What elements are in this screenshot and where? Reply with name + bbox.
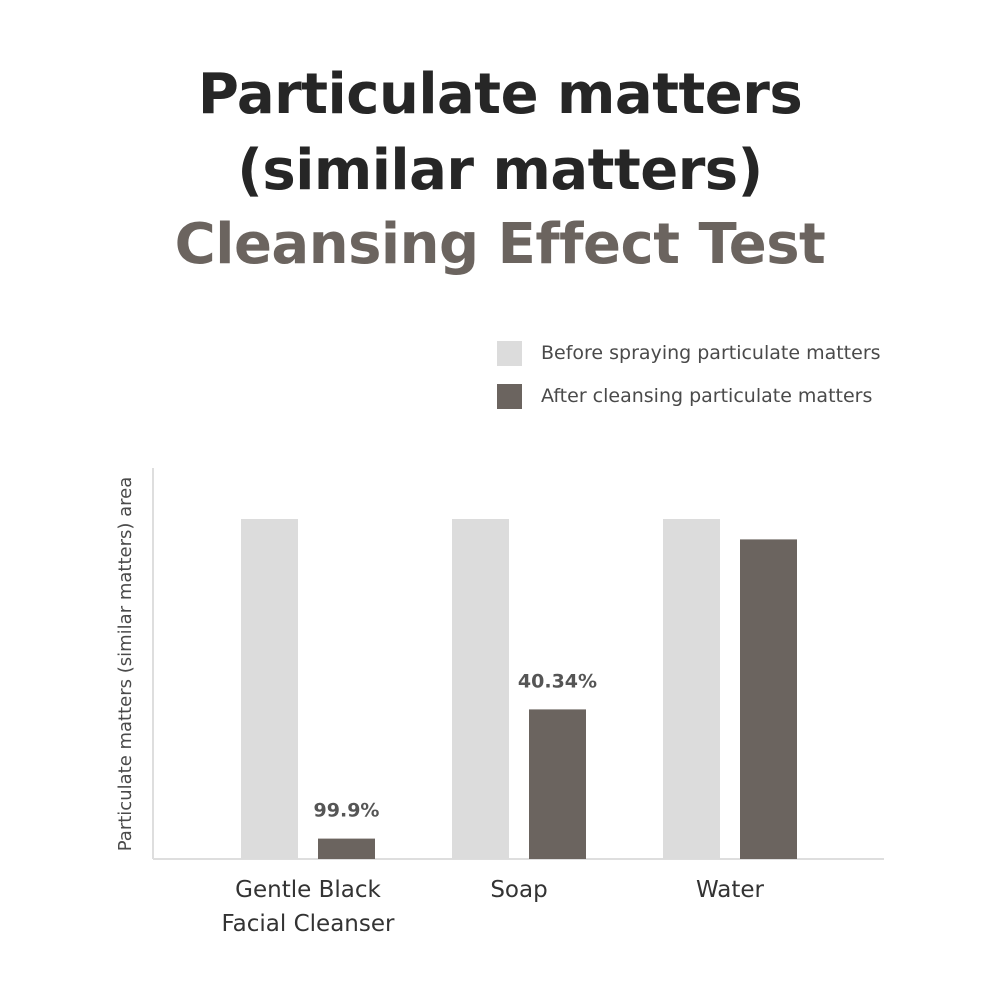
legend-swatch-before [497,340,522,366]
chart-title-line-1: Particulate matters [197,62,803,127]
chart-title-line-3: Cleansing Effect Test [174,212,826,277]
bar-before-1 [452,519,509,859]
bar-after-1 [529,709,586,859]
y-axis-label: Particulate matters (similar matters) ar… [115,477,136,851]
bar-before-0 [241,519,298,859]
legend-item-after: After cleansing particulate matters [497,383,872,409]
chart-title-line-2: (similar matters) [237,138,763,203]
data-label-0: 99.9% [314,800,380,822]
category-label-1: Soap [490,877,547,903]
category-label-0: Gentle Black Facial Cleanser [222,877,395,937]
legend-item-before: Before spraying particulate matters [497,340,881,366]
category-label-2: Water [696,877,765,903]
legend-label-after: After cleansing particulate matters [541,385,873,407]
legend-label-before: Before spraying particulate matters [541,342,881,364]
bar-after-0 [318,838,375,859]
legend-swatch-after [497,383,522,409]
bar-after-2 [740,539,797,859]
data-label-1: 40.34% [518,670,597,692]
bar-before-2 [663,519,720,859]
